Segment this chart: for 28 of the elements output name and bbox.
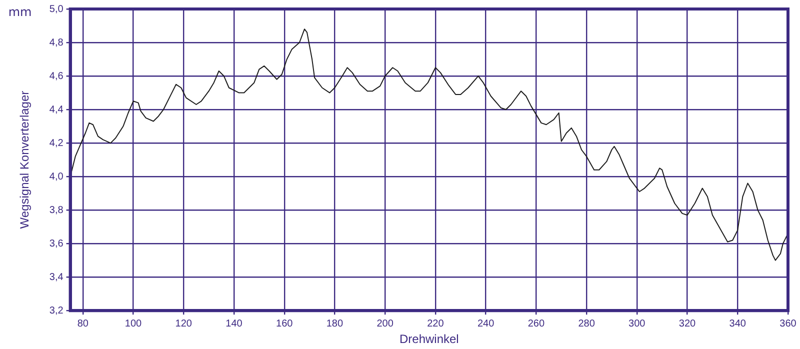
- x-tick-label: 280: [578, 318, 596, 330]
- x-tick-label: 160: [276, 318, 294, 330]
- x-axis-title: Drehwinkel: [399, 332, 459, 346]
- x-tick-label: 300: [628, 318, 646, 330]
- x-tick-label: 240: [477, 318, 495, 330]
- x-tick-label: 200: [376, 318, 394, 330]
- y-tick-label: 4,0: [49, 171, 64, 182]
- x-tick-label: 220: [427, 318, 444, 330]
- x-tick-label: 260: [528, 318, 545, 330]
- x-tick-label: 360: [780, 318, 797, 330]
- y-axis-title: Wegsignal Konverterlager: [18, 90, 32, 229]
- x-tick-label: 80: [77, 318, 89, 330]
- y-tick-label: 3,4: [49, 272, 64, 283]
- y-tick-label: 3,6: [49, 238, 64, 250]
- x-tick-label: 180: [326, 318, 344, 330]
- x-tick-label: 140: [226, 318, 243, 330]
- text: mm: [8, 5, 32, 20]
- y-tick-label: 4,2: [49, 138, 64, 149]
- y-tick-label: 3,2: [49, 305, 64, 316]
- x-tick-label: 320: [678, 318, 696, 330]
- y-tick-label: 5,0: [49, 4, 64, 15]
- y-tick-label: 4,6: [49, 70, 64, 82]
- y-tick-label: 4,4: [49, 104, 64, 116]
- y-tick-label: 3,8: [49, 204, 64, 216]
- x-tick-label: 100: [124, 318, 142, 330]
- y-tick-label: 4,8: [49, 37, 64, 48]
- x-tick-label: 340: [729, 318, 746, 330]
- x-tick-label: 120: [175, 318, 192, 330]
